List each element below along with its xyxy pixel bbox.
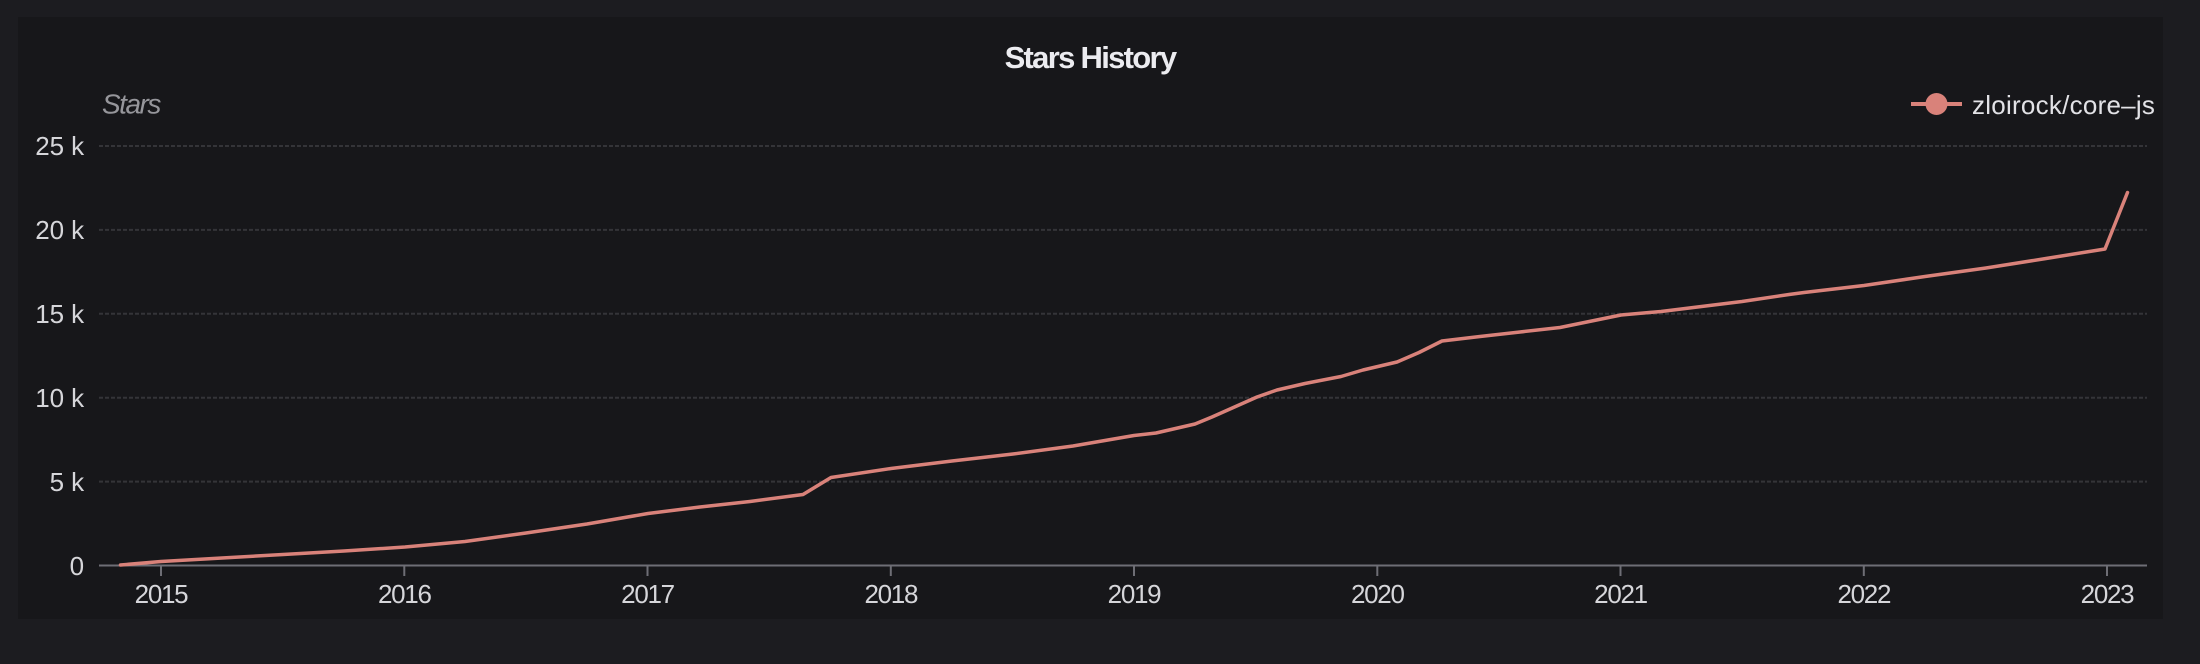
svg-text:2023: 2023 <box>2081 579 2134 609</box>
svg-text:2022: 2022 <box>1837 579 1890 609</box>
svg-text:25 k: 25 k <box>35 131 85 161</box>
svg-text:Stars: Stars <box>102 89 161 120</box>
svg-text:15 k: 15 k <box>35 299 85 329</box>
svg-text:2015: 2015 <box>135 579 188 609</box>
svg-text:10 k: 10 k <box>35 383 85 413</box>
svg-text:zloirock/core–js: zloirock/core–js <box>1972 90 2155 120</box>
svg-text:2016: 2016 <box>378 579 431 609</box>
svg-text:2017: 2017 <box>621 579 674 609</box>
svg-text:2020: 2020 <box>1351 579 1404 609</box>
svg-text:2018: 2018 <box>864 579 917 609</box>
svg-text:2019: 2019 <box>1108 579 1161 609</box>
svg-text:2021: 2021 <box>1594 579 1647 609</box>
svg-text:5 k: 5 k <box>50 467 85 497</box>
svg-text:Stars History: Stars History <box>1005 40 1178 75</box>
svg-text:20 k: 20 k <box>35 215 85 245</box>
svg-text:0: 0 <box>70 551 84 581</box>
